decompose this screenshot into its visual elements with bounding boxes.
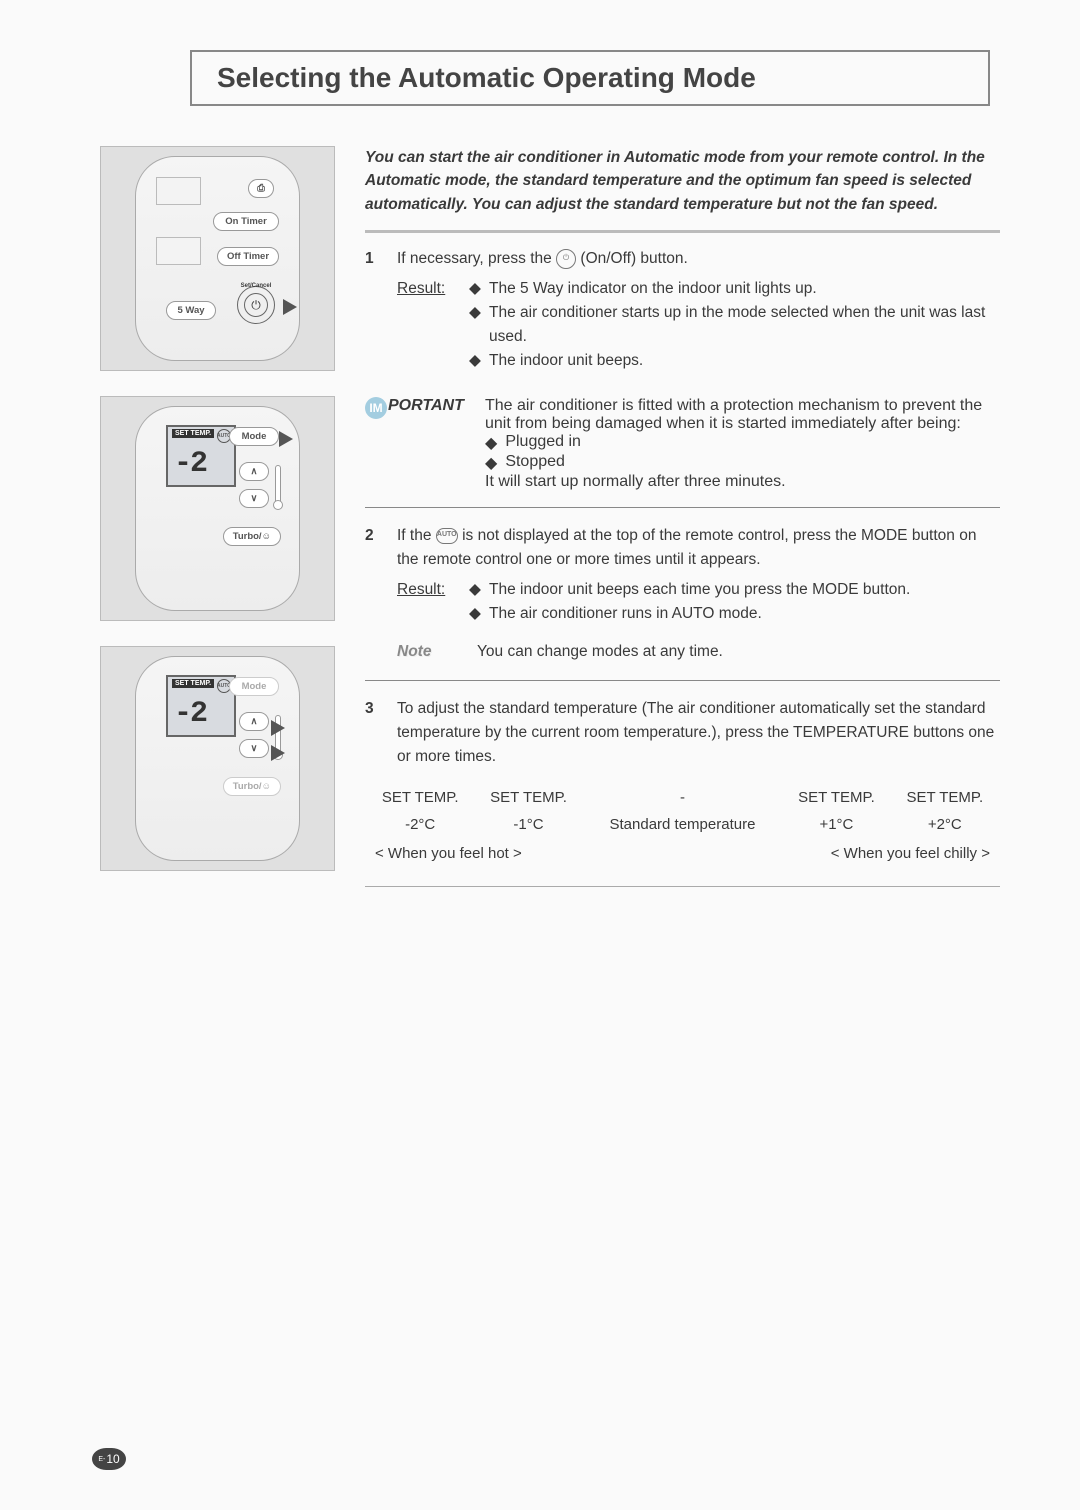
important-circle-icon: IM [365,397,387,419]
set-temp-label: SET TEMP. [172,679,214,688]
temp-digits: -2 [174,447,206,481]
table-row: SET TEMP. SET TEMP. - SET TEMP. SET TEMP… [367,785,998,810]
lcd-display: SET TEMP. AUTO -2 [166,675,236,737]
bullet-icon: ◆ [469,602,481,626]
instructions: You can start the air conditioner in Aut… [365,146,1000,887]
step-number: 2 [365,524,379,664]
down-button: ∨ [239,739,269,758]
remote-box-1: ⎙ On Timer Off Timer 5 Way ⏻ Set/Cancel [100,146,335,371]
step-2: 2 If the AUTO is not displayed at the to… [365,524,1000,664]
table-header: SET TEMP. [475,785,581,810]
table-cell: -2°C [367,812,473,837]
bullet-icon: ◆ [469,578,481,602]
set-temp-label: SET TEMP. [172,429,214,438]
feel-hot-label: < When you feel hot > [375,845,522,862]
sleep-button: ⎙ [248,179,274,198]
power-icon-inner: ⏻ [244,293,268,317]
bullet-icon: ◆ [485,453,497,473]
bullet-text: The air conditioner starts up in the mod… [489,301,1000,349]
page-number: E-10 [92,1448,126,1470]
turbo-button-dim: Turbo/☺ [223,777,281,796]
step-text: If the AUTO is not displayed at the top … [397,524,1000,572]
up-button: ∧ [239,712,269,731]
mode-button-dim: Mode [229,677,279,696]
intro-text: You can start the air conditioner in Aut… [365,146,1000,230]
table-header: SET TEMP. [783,785,889,810]
off-timer-button: Off Timer [217,247,279,266]
bullet-text: Stopped [505,453,565,473]
table-cell: Standard temperature [584,812,782,837]
feel-chilly-label: < When you feel chilly > [831,845,990,862]
result-label: Result: [397,578,449,626]
arrow-indicator-icon [271,720,285,736]
divider [365,886,1000,887]
arrow-indicator-icon [283,299,297,315]
bullet-text: The indoor unit beeps. [489,349,643,373]
step-number: 3 [365,697,379,769]
remote-box-2: SET TEMP. AUTO -2 Mode ∧ ∨ Turbo/☺ [100,396,335,621]
turbo-button: Turbo/☺ [223,527,281,546]
important-note: IMPORTANT The air conditioner is fitted … [365,397,1000,491]
note-label: Note [397,640,457,664]
five-way-button: 5 Way [166,301,216,320]
arrow-indicator-icon [271,745,285,761]
remote-box-3: SET TEMP. AUTO -2 Mode ∧ ∨ Turbo/☺ [100,646,335,871]
table-cell: +2°C [892,812,998,837]
note-text: You can change modes at any time. [477,640,723,664]
divider [365,230,1000,233]
result-label: Result: [397,277,449,373]
table-cell: +1°C [783,812,889,837]
thermometer-icon [273,465,281,510]
lcd-display: SET TEMP. AUTO -2 [166,425,236,487]
table-header: SET TEMP. [892,785,998,810]
bullet-text: The air conditioner runs in AUTO mode. [489,602,762,626]
set-cancel-label: Set/Cancel [237,283,275,289]
bullet-icon: ◆ [469,349,481,373]
table-header: - [584,785,782,810]
mode-button: Mode [229,427,279,446]
down-button: ∨ [239,489,269,508]
up-button: ∧ [239,462,269,481]
divider [365,507,1000,508]
page-title: Selecting the Automatic Operating Mode [217,62,963,94]
remote-illustrations: ⎙ On Timer Off Timer 5 Way ⏻ Set/Cancel [100,146,335,887]
bullet-icon: ◆ [469,301,481,349]
bullet-text: The 5 Way indicator on the indoor unit l… [489,277,817,301]
bullet-icon: ◆ [485,433,497,453]
important-badge: IMPORTANT [365,397,465,491]
auto-icon: AUTO [436,528,458,544]
step-3: 3 To adjust the standard temperature (Th… [365,697,1000,769]
table-row: -2°C -1°C Standard temperature +1°C +2°C [367,812,998,837]
step-text: To adjust the standard temperature (The … [397,697,1000,769]
important-text: The air conditioner is fitted with a pro… [485,397,1000,433]
bullet-text: Plugged in [505,433,581,453]
step-text: If necessary, press the ⏻ (On/Off) butto… [397,247,1000,271]
on-timer-button: On Timer [213,212,279,231]
power-icon: ⏻ [556,249,576,269]
table-header: SET TEMP. [367,785,473,810]
important-text-2: It will start up normally after three mi… [485,473,1000,491]
temperature-table: SET TEMP. SET TEMP. - SET TEMP. SET TEMP… [365,783,1000,839]
step-1: 1 If necessary, press the ⏻ (On/Off) but… [365,247,1000,373]
title-box: Selecting the Automatic Operating Mode [190,50,990,106]
divider [365,680,1000,681]
step-number: 1 [365,247,379,373]
bullet-icon: ◆ [469,277,481,301]
arrow-indicator-icon [279,431,293,447]
bullet-text: The indoor unit beeps each time you pres… [489,578,910,602]
table-cell: -1°C [475,812,581,837]
temp-digits: -2 [174,697,206,731]
